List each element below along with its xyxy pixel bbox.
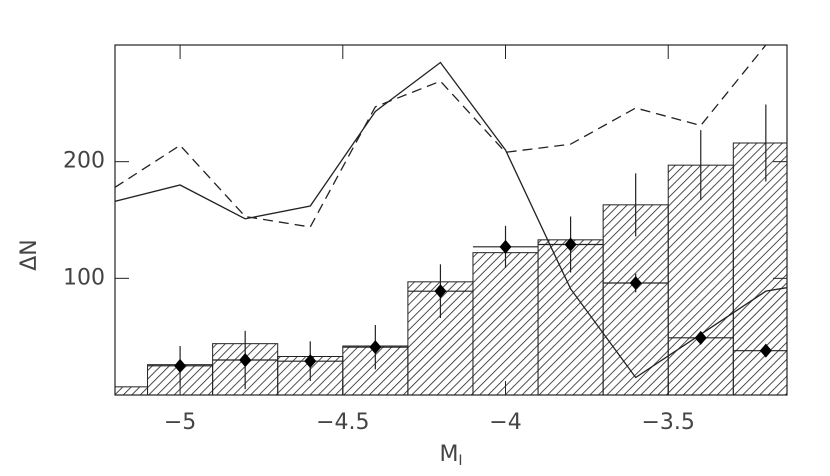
y-tick-label: 100 bbox=[63, 265, 105, 290]
x-axis-label: MI bbox=[439, 442, 462, 469]
plot-area bbox=[115, 45, 787, 395]
x-tick-label: −5 bbox=[164, 410, 196, 435]
line-dashed bbox=[115, 45, 767, 228]
line-solid bbox=[115, 61, 787, 379]
point bbox=[694, 330, 707, 345]
histogram-bar bbox=[472, 252, 539, 395]
point bbox=[434, 284, 447, 299]
point bbox=[174, 358, 187, 373]
histogram-bar bbox=[115, 386, 149, 395]
x-axis-label-main: M bbox=[439, 442, 458, 467]
y-tick-label: 200 bbox=[63, 149, 105, 174]
point bbox=[629, 276, 642, 290]
point bbox=[369, 340, 382, 355]
point bbox=[499, 239, 512, 254]
histogram-bar bbox=[732, 142, 787, 395]
point bbox=[759, 343, 772, 358]
x-axis-label-sub: I bbox=[458, 453, 462, 469]
point bbox=[564, 237, 577, 252]
point bbox=[304, 354, 317, 369]
x-tick-label: −4 bbox=[489, 410, 521, 435]
frame bbox=[114, 44, 788, 396]
x-tick-label: −4.5 bbox=[316, 410, 369, 435]
point bbox=[239, 353, 252, 367]
y-axis-label: ΔN bbox=[17, 239, 42, 271]
x-tick-label: −3.5 bbox=[642, 410, 695, 435]
